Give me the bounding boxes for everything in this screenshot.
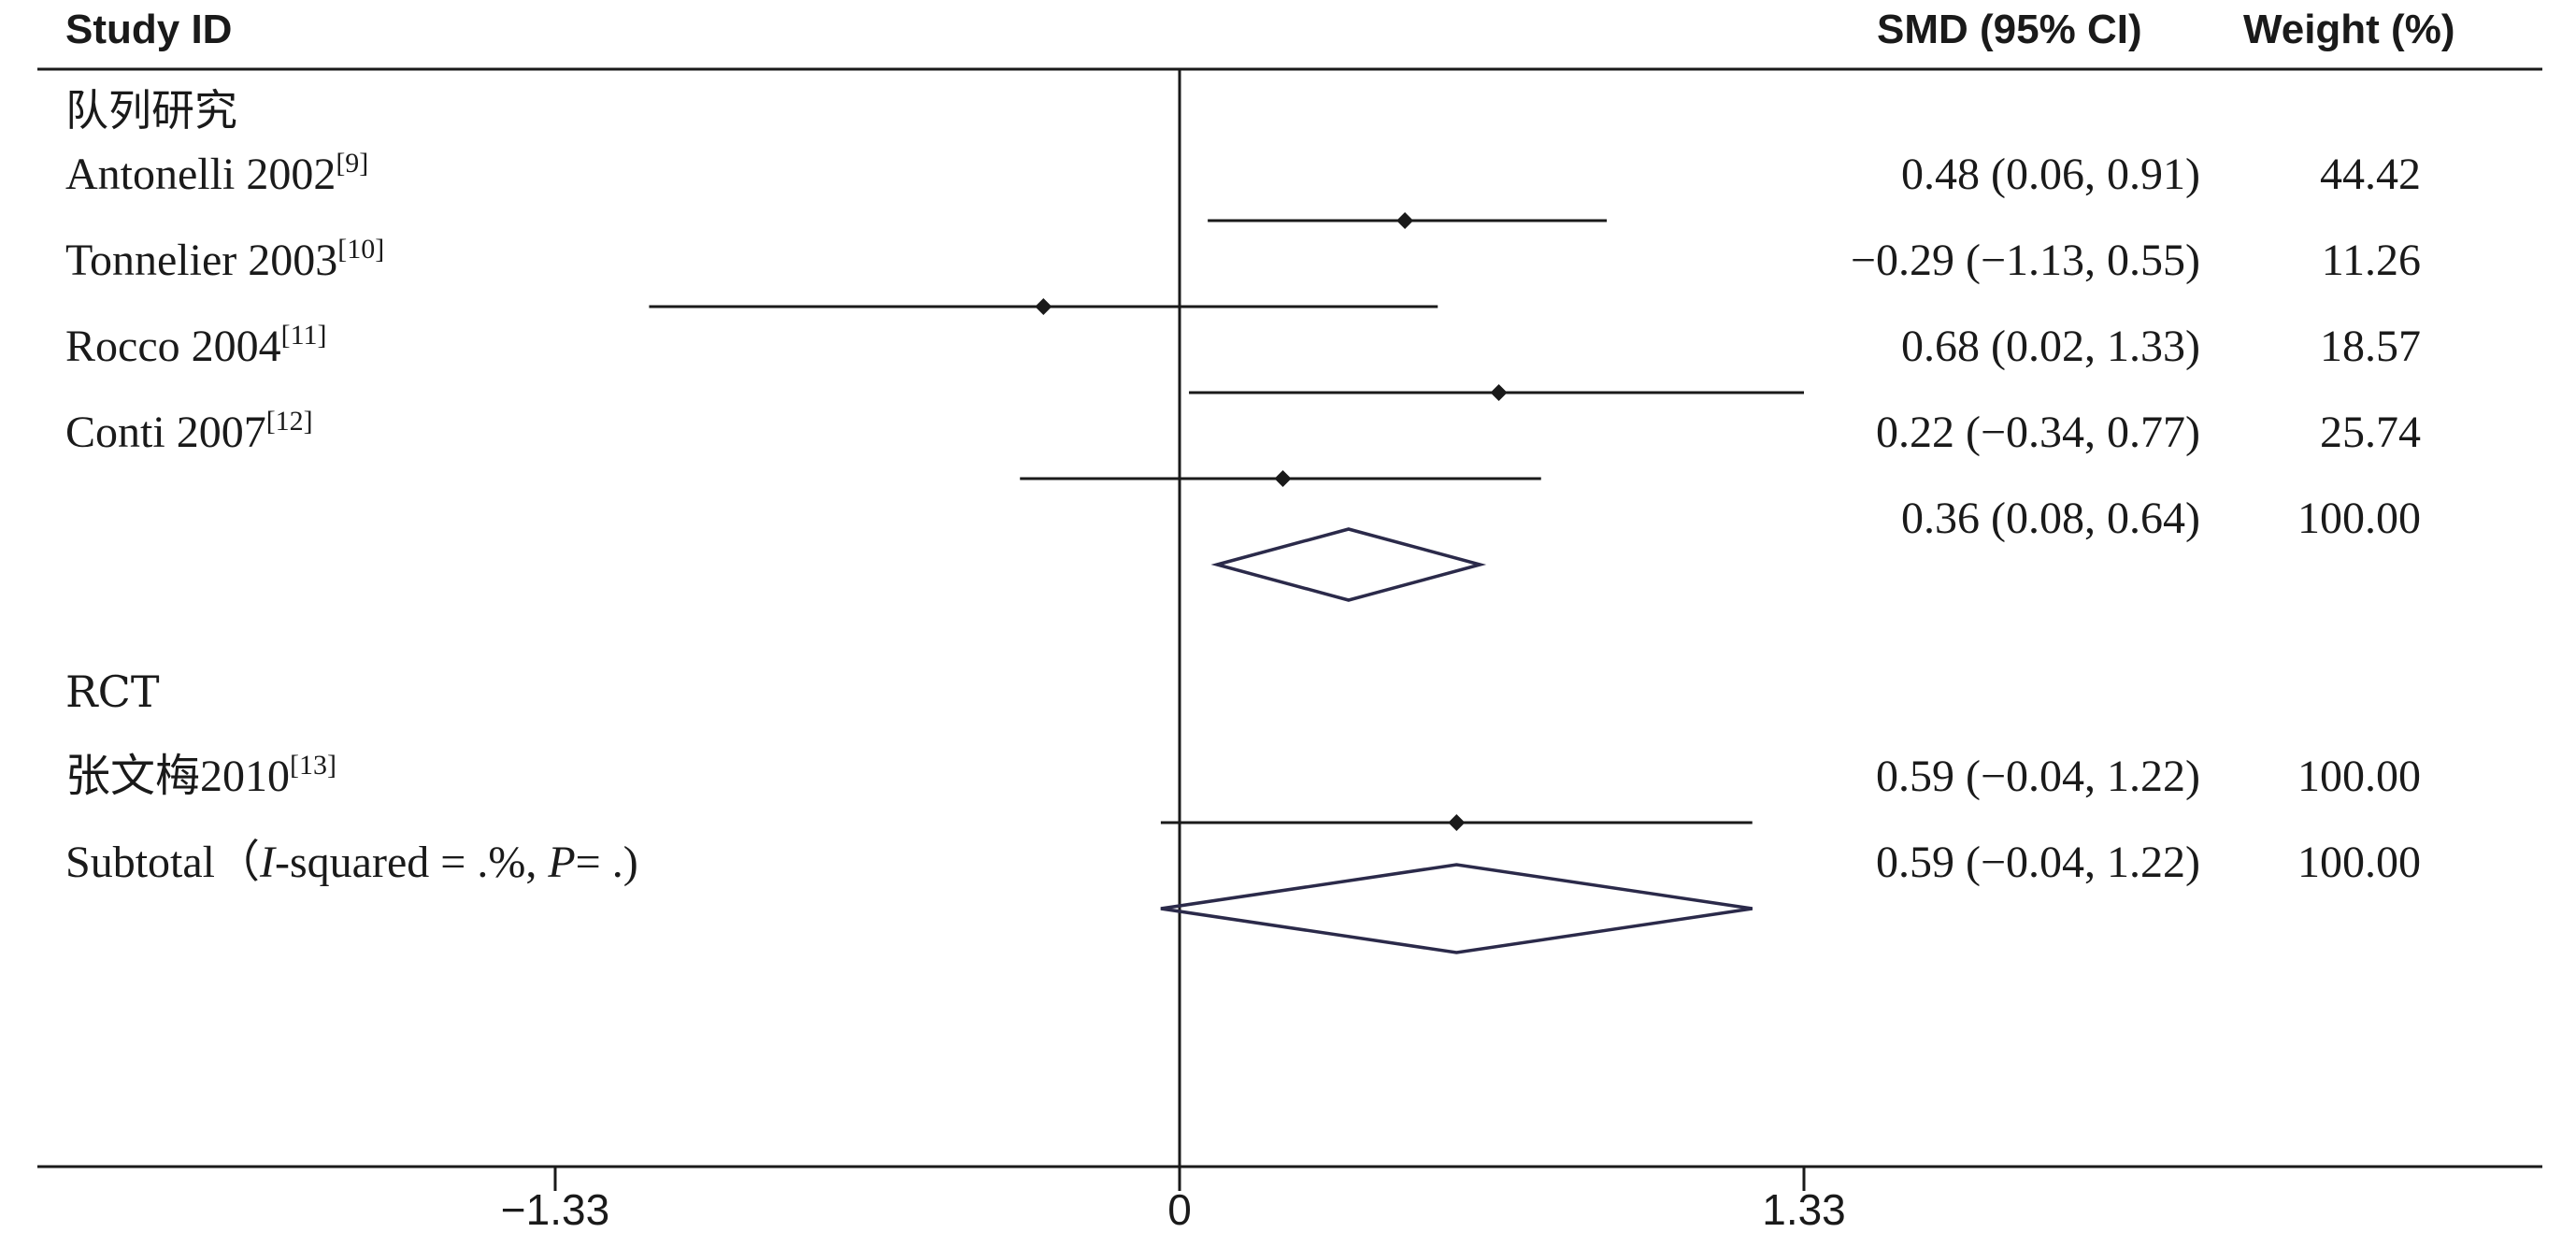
study-label-1-0: 张文梅2010[13]	[65, 750, 336, 801]
subtotal-label-part: I	[259, 838, 277, 887]
chart-marks: −1.33 0 1.33 队列研究 Antonelli 2002[9] 0.48 (0.0…	[65, 69, 2421, 1234]
x-tick-label-2: 1.33	[1762, 1185, 1846, 1234]
subtotal-label-part: -squared = .%,	[275, 838, 548, 887]
subtotal-label-part: P	[547, 838, 575, 887]
study-ref: [10]	[337, 234, 384, 265]
study-ci-text-0-0: 0.48 (0.06, 0.91)	[1901, 150, 2200, 199]
study-point-1-0	[1448, 814, 1466, 831]
subtotal-ci-text-1: 0.59 (−0.04, 1.22)	[1876, 838, 2200, 887]
group-label-1: RCT	[65, 666, 160, 717]
study-weight-0-2: 18.57	[2320, 322, 2421, 371]
study-weight-1-0: 100.00	[2297, 752, 2421, 801]
study-ci-text-1-0: 0.59 (−0.04, 1.22)	[1876, 752, 2200, 801]
study-ref: [9]	[336, 148, 368, 179]
study-ci-text-0-2: 0.68 (0.02, 1.33)	[1901, 322, 2200, 371]
study-label-0-1: Tonnelier 2003[10]	[65, 234, 384, 285]
study-label-0-0: Antonelli 2002[9]	[65, 148, 368, 199]
subtotal-label-part: = .)	[576, 838, 638, 887]
study-label-0-2: Rocco 2004[11]	[65, 320, 327, 371]
study-weight-0-3: 25.74	[2320, 408, 2421, 457]
subtotal-diamond-0	[1210, 527, 1487, 602]
study-ref: [11]	[281, 320, 327, 351]
study-weight-0-1: 11.26	[2322, 236, 2421, 285]
x-tick-label-1: 0	[1167, 1185, 1192, 1234]
header-study-id: Study ID	[65, 7, 232, 52]
subtotal-diamond-1	[1160, 863, 1753, 954]
group-label-0: 队列研究	[65, 85, 237, 136]
study-ref: [12]	[266, 406, 313, 437]
study-point-0-0	[1396, 212, 1414, 229]
study-point-0-1	[1035, 298, 1052, 315]
subtotal-weight-1: 100.00	[2297, 838, 2421, 887]
study-ref: [13]	[290, 750, 336, 781]
x-tick-label-0: −1.33	[501, 1185, 609, 1234]
subtotal-label-part: Subtotal（	[65, 838, 260, 887]
header-smd-ci: SMD (95% CI)	[1877, 7, 2142, 52]
study-point-0-2	[1490, 384, 1508, 401]
study-point-0-3	[1274, 470, 1292, 487]
subtotal-label-1: Subtotal（I-squared = .%, P= .)	[65, 838, 638, 887]
header-weight: Weight (%)	[2243, 7, 2455, 52]
subtotal-ci-text-0: 0.36 (0.08, 0.64)	[1901, 494, 2200, 543]
study-ci-text-0-1: −0.29 (−1.13, 0.55)	[1851, 236, 2200, 285]
study-label-0-3: Conti 2007[12]	[65, 406, 313, 457]
study-ci-text-0-3: 0.22 (−0.34, 0.77)	[1876, 408, 2200, 457]
subtotal-weight-0: 100.00	[2297, 494, 2421, 543]
study-weight-0-0: 44.42	[2320, 150, 2421, 199]
